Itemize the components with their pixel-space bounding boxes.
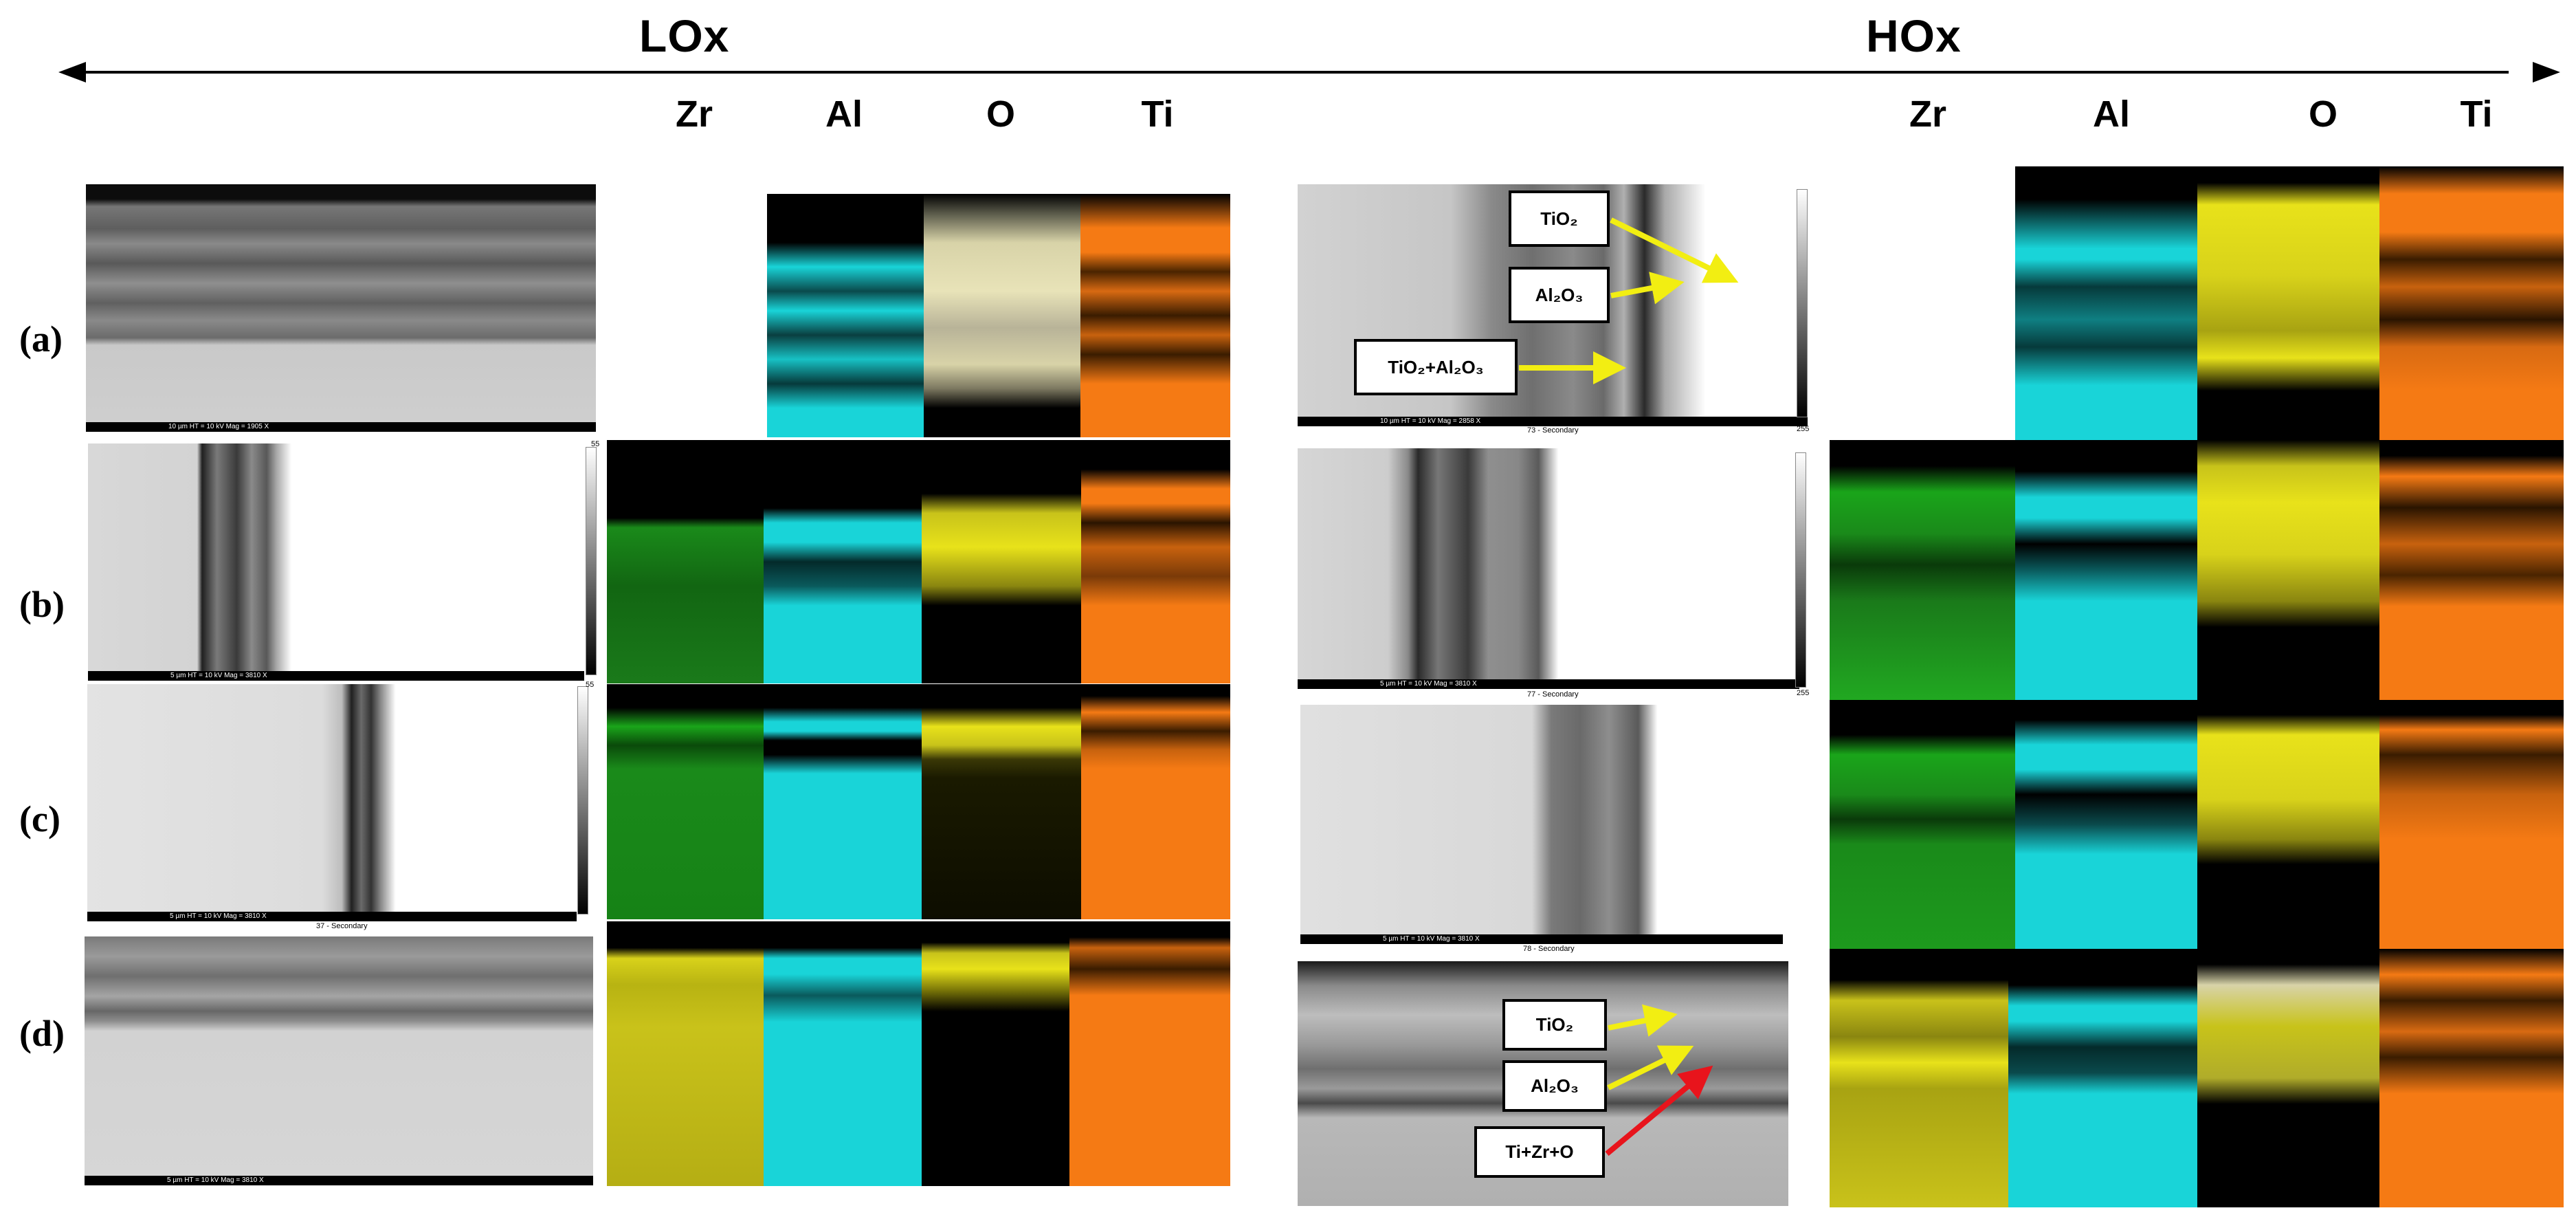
hox-map-a-al: [2015, 166, 2197, 440]
hox-sem-a-subcaption: 73 - Secondary: [1527, 426, 1579, 435]
hox-a-label-tio2: TiO₂: [1509, 190, 1610, 247]
hox-map-d-ti: [2379, 949, 2564, 1207]
lox-sem-a-caption: 10 µm HT = 10 kV Mag = 1905 X: [86, 422, 596, 432]
lox-map-d-ti: [1069, 921, 1230, 1186]
oxidation-axis-arrow: [58, 62, 2560, 83]
lox-map-a-o: [924, 194, 1080, 437]
hox-sem-c: 5 µm HT = 10 kV Mag = 3810 X: [1300, 705, 1783, 944]
hox-map-b-o: [2197, 440, 2379, 700]
hox-a-label-al2o3: Al₂O₃: [1509, 267, 1610, 323]
hox-map-b-ti: [2379, 440, 2564, 700]
lox-header-ti: Ti: [1141, 94, 1174, 135]
lox-header-al: Al: [825, 94, 863, 135]
lox-sem-c-barmax: 55: [586, 681, 595, 689]
hox-map-d-o: [2197, 949, 2379, 1207]
hox-sem-a-grayscale: [1797, 189, 1808, 417]
hox-sem-b-grayscale: [1795, 452, 1806, 688]
hox-sem-c-subcaption: 78 - Secondary: [1523, 945, 1575, 953]
hox-sem-b-barmax: 255: [1797, 689, 1810, 697]
row-label-d: (d): [19, 1013, 65, 1054]
hox-sem-b-subcaption: 77 - Secondary: [1527, 690, 1579, 699]
hox-map-b-zr: [1830, 440, 2015, 700]
row-label-b: (b): [19, 584, 65, 625]
lox-map-b-al: [764, 440, 922, 683]
lox-map-b-zr: [607, 440, 764, 683]
lox-sem-b-caption: 5 µm HT = 10 kV Mag = 3810 X: [88, 671, 584, 681]
hox-map-c-o: [2197, 700, 2379, 949]
lox-sem-a: 10 µm HT = 10 kV Mag = 1905 X: [86, 184, 596, 432]
lox-sem-c-caption: 5 µm HT = 10 kV Mag = 3810 X: [87, 912, 577, 921]
lox-map-d-al: [764, 921, 922, 1186]
lox-map-b-o: [922, 440, 1081, 683]
hox-header-al: Al: [2093, 94, 2130, 135]
hox-d-label-tio2: TiO₂: [1502, 999, 1607, 1051]
lox-sem-c-subcaption: 37 - Secondary: [316, 922, 368, 930]
row-label-c: (c): [19, 798, 60, 840]
hox-map-c-zr: [1830, 700, 2015, 949]
lox-map-c-al: [764, 684, 922, 919]
lox-map-d-o: [922, 921, 1081, 1186]
hox-a-label-mix: TiO₂+Al₂O₃: [1354, 339, 1518, 395]
lox-sem-b: 5 µm HT = 10 kV Mag = 3810 X: [88, 443, 584, 681]
hox-d-label-tizro: Ti+Zr+O: [1474, 1126, 1605, 1178]
hox-map-d-al: [2008, 949, 2197, 1207]
hox-title: HOx: [1866, 10, 1962, 61]
lox-sem-b-grayscale: [586, 447, 597, 675]
hox-map-a-o: [2197, 166, 2379, 440]
hox-sem-b-caption: 5 µm HT = 10 kV Mag = 3810 X: [1298, 679, 1799, 689]
hox-sem-a-barmax: 255: [1797, 425, 1810, 433]
lox-header-zr: Zr: [676, 94, 713, 135]
lox-sem-c: 5 µm HT = 10 kV Mag = 3810 X: [87, 684, 577, 921]
hox-map-c-al: [2015, 700, 2197, 949]
row-label-a: (a): [19, 318, 63, 360]
hox-d-label-al2o3: Al₂O₃: [1502, 1060, 1607, 1112]
hox-map-a-ti: [2379, 166, 2564, 440]
lox-map-a-al: [767, 194, 924, 437]
hox-header-o: O: [2308, 94, 2338, 135]
lox-header-o: O: [986, 94, 1015, 135]
lox-title: LOx: [639, 10, 730, 61]
hox-header-ti: Ti: [2460, 94, 2493, 135]
lox-map-c-o: [922, 684, 1081, 919]
hox-sem-a-caption: 10 µm HT = 10 kV Mag = 2858 X: [1298, 417, 1808, 426]
hox-header-zr: Zr: [1909, 94, 1946, 135]
lox-map-c-zr: [607, 684, 764, 919]
lox-map-d-zr: [607, 921, 764, 1186]
lox-map-c-ti: [1081, 684, 1230, 919]
hox-sem-b: 5 µm HT = 10 kV Mag = 3810 X: [1298, 448, 1799, 689]
hox-map-c-ti: [2379, 700, 2564, 949]
hox-map-d-zr: [1830, 949, 2012, 1207]
lox-sem-d: 5 µm HT = 10 kV Mag = 3810 X: [85, 936, 593, 1185]
hox-sem-c-caption: 5 µm HT = 10 kV Mag = 3810 X: [1300, 934, 1783, 944]
lox-map-b-ti: [1081, 440, 1230, 683]
lox-sem-d-caption: 5 µm HT = 10 kV Mag = 3810 X: [85, 1176, 593, 1185]
lox-map-a-ti: [1080, 194, 1230, 437]
lox-sem-c-grayscale: [577, 686, 588, 914]
lox-sem-b-barmax: 55: [591, 440, 600, 448]
hox-map-b-al: [2015, 440, 2197, 700]
